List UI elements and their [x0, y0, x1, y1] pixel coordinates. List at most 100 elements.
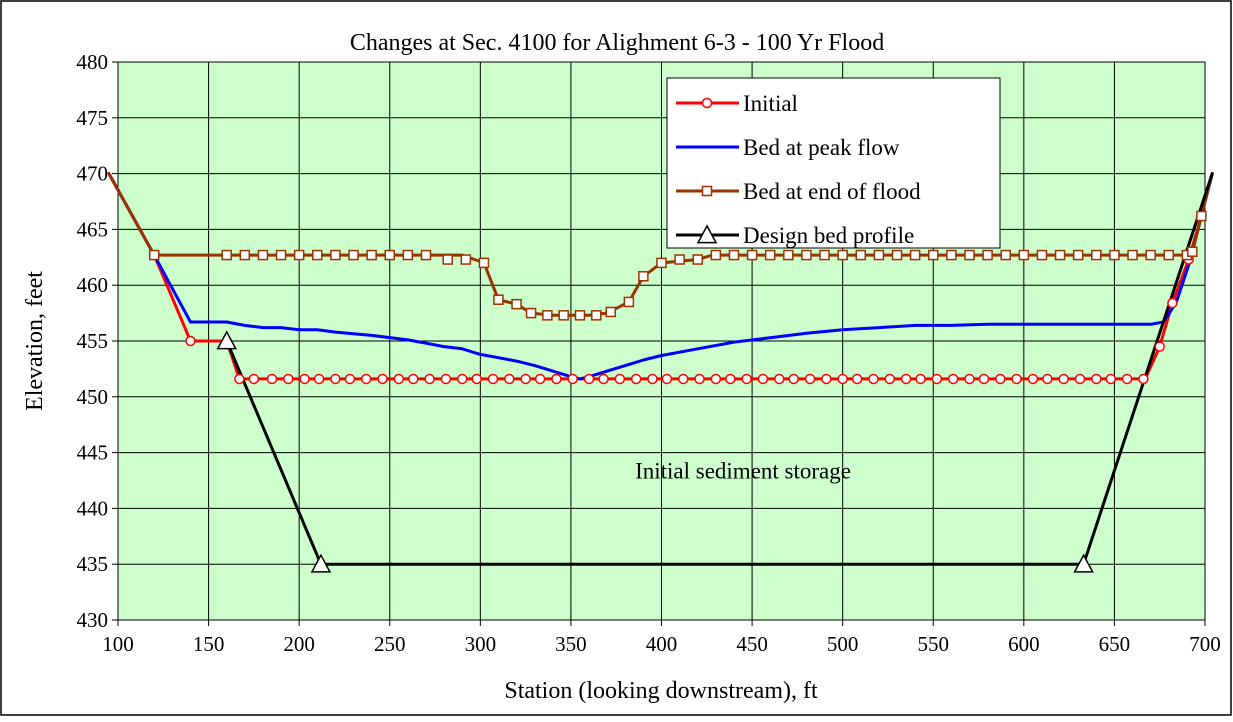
x-tick-label: 350	[555, 632, 587, 656]
marker-bed-at-end-of-flood	[384, 249, 395, 261]
marker-initial	[440, 373, 452, 385]
x-tick-label: 200	[283, 632, 315, 656]
marker-bed-at-end-of-flood	[591, 310, 602, 321]
legend-item-bed-at-end-of-flood: Bed at end of flood	[676, 179, 921, 204]
marker-bed-at-end-of-flood	[330, 249, 341, 261]
marker-initial	[299, 373, 310, 385]
legend-box	[666, 77, 1001, 249]
marker-bed-at-end-of-flood	[946, 249, 957, 261]
marker-initial	[947, 373, 959, 385]
series-line-bed-at-peak-flow	[107, 172, 1214, 381]
series-markers-initial	[185, 210, 1207, 385]
marker-bed-at-end-of-flood	[460, 254, 472, 265]
marker-initial	[504, 373, 515, 385]
marker-initial	[1042, 373, 1053, 385]
marker-bed-at-end-of-flood	[783, 249, 794, 261]
series-markers-bed-at-end-of-flood	[148, 210, 1207, 321]
marker-initial	[804, 373, 816, 385]
marker-bed-at-end-of-flood	[710, 249, 722, 261]
marker-design-bed-profile	[1073, 553, 1094, 573]
y-axis-title: Elevation, feet	[22, 271, 48, 411]
marker-initial	[1121, 373, 1133, 385]
marker-bed-at-end-of-flood	[837, 249, 848, 261]
marker-bed-at-end-of-flood	[873, 249, 885, 261]
marker-initial	[344, 373, 356, 385]
marker-bed-at-end-of-flood	[478, 257, 490, 269]
x-tick-label: 150	[193, 632, 225, 656]
marker-initial	[694, 373, 705, 385]
y-tick-label: 475	[77, 106, 109, 130]
y-tick-label: 445	[77, 441, 109, 465]
marker-initial	[330, 373, 341, 385]
marker-bed-at-end-of-flood	[1145, 249, 1156, 261]
marker-bed-at-end-of-flood	[819, 249, 830, 261]
marker-bed-at-end-of-flood	[1072, 249, 1084, 261]
legend-marker-design-bed-profile	[696, 224, 718, 244]
x-tick-label: 700	[1189, 632, 1221, 656]
marker-bed-at-end-of-flood	[1054, 249, 1066, 261]
marker-bed-at-end-of-flood	[909, 249, 921, 261]
legend-marker-bed-at-end-of-flood	[701, 185, 713, 197]
marker-bed-at-end-of-flood	[1196, 210, 1207, 222]
marker-initial	[393, 373, 405, 385]
marker-initial	[1074, 373, 1086, 385]
marker-initial	[266, 373, 278, 385]
marker-initial	[788, 373, 800, 385]
marker-bed-at-end-of-flood	[442, 254, 453, 265]
marker-initial	[583, 373, 595, 385]
marker-initial	[931, 373, 943, 385]
x-tick-label: 400	[646, 632, 678, 656]
marker-initial	[757, 373, 769, 385]
series-markers-design-bed-profile	[216, 330, 1094, 573]
marker-design-bed-profile	[216, 330, 237, 350]
marker-initial	[614, 373, 626, 385]
series-line-design-bed-profile	[225, 172, 1214, 566]
marker-initial	[598, 373, 609, 385]
legend-marker-initial	[701, 97, 713, 109]
marker-initial	[725, 373, 736, 385]
legend-item-design-bed-profile: Design bed profile	[676, 223, 914, 248]
marker-bed-at-end-of-flood	[420, 249, 432, 261]
marker-bed-at-end-of-flood	[1018, 249, 1030, 261]
marker-bed-at-end-of-flood	[366, 249, 377, 261]
annotation-initial-sediment-storage: Initial sediment storage	[635, 458, 851, 483]
legend-label-initial: Initial	[743, 91, 798, 116]
legend-item-initial: Initial	[676, 91, 798, 116]
marker-initial	[661, 373, 673, 385]
gridlines	[118, 62, 1205, 620]
marker-initial	[884, 373, 896, 385]
marker-initial	[377, 373, 388, 385]
marker-bed-at-end-of-flood	[1127, 249, 1138, 261]
legend-label-bed-at-end-of-flood: Bed at end of flood	[743, 179, 921, 204]
marker-initial	[471, 373, 482, 385]
marker-initial	[851, 373, 863, 385]
marker-bed-at-end-of-flood	[275, 249, 287, 261]
marker-bed-at-end-of-flood	[982, 249, 993, 261]
marker-bed-at-end-of-flood	[1091, 249, 1102, 261]
marker-design-bed-profile	[310, 553, 332, 573]
marker-bed-at-end-of-flood	[148, 249, 160, 261]
chart-title: Changes at Sec. 4100 for Alighment 6-3 -…	[350, 30, 884, 56]
marker-initial	[567, 373, 578, 385]
marker-bed-at-end-of-flood	[293, 249, 305, 261]
marker-initial	[1058, 373, 1069, 385]
marker-bed-at-end-of-flood	[525, 307, 537, 319]
y-tick-label: 450	[77, 385, 109, 409]
y-tick-label: 455	[77, 329, 109, 353]
x-tick-label: 450	[736, 632, 768, 656]
marker-bed-at-end-of-flood	[605, 306, 617, 318]
x-tick-label: 100	[102, 632, 134, 656]
x-axis-title: Station (looking downstream), ft	[504, 678, 818, 704]
marker-bed-at-end-of-flood	[891, 249, 903, 261]
marker-bed-at-end-of-flood	[257, 249, 269, 261]
marker-bed-at-end-of-flood	[312, 249, 323, 261]
marker-bed-at-end-of-flood	[656, 257, 667, 269]
marker-initial	[837, 373, 848, 385]
legend: Initial Bed at peak flow Bed at end of flo…	[666, 77, 1001, 249]
x-tick-label: 500	[827, 632, 859, 656]
marker-bed-at-end-of-flood	[542, 310, 553, 321]
marker-bed-at-end-of-flood	[674, 254, 685, 265]
marker-bed-at-end-of-flood	[855, 249, 867, 261]
